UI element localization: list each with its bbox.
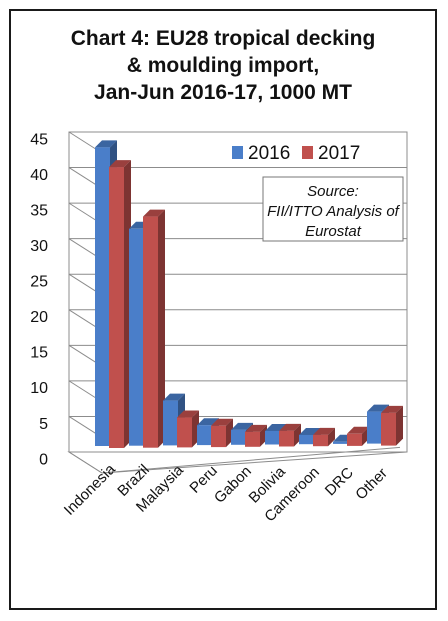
bar-2016-Gabon <box>231 429 246 445</box>
y-tick-label: 5 <box>39 416 48 433</box>
bar-side-2017-Brazil <box>158 209 165 448</box>
y-tick-label: 15 <box>30 345 48 362</box>
bar-2017-Gabon <box>245 431 260 447</box>
bar-2016-Brazil <box>129 228 144 446</box>
bar-2017-DRC <box>347 433 362 446</box>
x-axis-line <box>101 446 401 474</box>
y-tick-label: 30 <box>30 238 48 255</box>
bar-side-2017-Other <box>396 405 403 446</box>
legend-swatch-2017 <box>302 146 313 159</box>
y-tick-label: 35 <box>30 202 48 219</box>
bar-top-2017-Cameroon <box>313 427 335 435</box>
bar-2017-Peru <box>211 425 226 448</box>
bar-2016-Other <box>367 411 382 444</box>
y-tick-label: 25 <box>30 274 48 291</box>
legend-label-2017: 2017 <box>318 143 360 164</box>
source-annotation-line: Source: <box>307 183 359 200</box>
y-tick-label: 20 <box>30 309 48 326</box>
source-annotation-line: Eurostat <box>305 223 362 240</box>
bar-top-2017-Bolivia <box>279 423 301 431</box>
y-tick-label: 0 <box>39 451 48 468</box>
chart-title-line-2: & moulding import, <box>126 54 320 77</box>
bar-top-2017-DRC <box>347 426 369 434</box>
chart-title-line-3: Jan-Jun 2016-17, 1000 MT <box>94 81 352 104</box>
legend-swatch-2016 <box>232 146 243 159</box>
y-tick-label: 45 <box>30 131 48 148</box>
bar-2016-Peru <box>197 425 212 446</box>
bar-2017-Cameroon <box>313 434 328 447</box>
x-tick-label-gabon: Gabon <box>211 463 255 507</box>
bar-top-2016-Other <box>367 404 389 412</box>
source-annotation-line: FII/ITTO Analysis of <box>267 203 401 220</box>
bar-2016-Indonesia <box>95 147 110 447</box>
bar-2016-Bolivia <box>265 430 280 445</box>
bar-2016-Malaysia <box>163 400 178 446</box>
x-tick-label-drc: DRC <box>322 464 357 499</box>
y-tick-label: 10 <box>30 380 48 397</box>
bar-top-2017-Brazil <box>143 209 165 217</box>
x-tick-label-other: Other <box>352 465 391 504</box>
bar-2017-Indonesia <box>109 167 124 448</box>
x-tick-label-indonesia: Indonesia <box>61 460 119 518</box>
bar-top-2017-Indonesia <box>109 160 131 168</box>
bar-top-2016-Gabon <box>231 422 253 430</box>
bar-top-2016-Indonesia <box>95 140 117 148</box>
legend-label-2016: 2016 <box>248 143 290 164</box>
bar-2017-Brazil <box>143 216 158 448</box>
bar-top-2017-Peru <box>211 418 233 426</box>
bar-2017-Malaysia <box>177 417 192 448</box>
bar-top-2017-Other <box>381 405 403 413</box>
bar-top-2017-Gabon <box>245 424 267 432</box>
bar-2016-Cameroon <box>299 434 314 445</box>
source-annotation-box <box>262 176 404 242</box>
bar-2017-Other <box>381 412 396 446</box>
chart-title: Chart 4: EU28 tropical decking & mouldin… <box>11 25 435 106</box>
y-tick-label: 40 <box>30 167 48 184</box>
chart-title-line-1: Chart 4: EU28 tropical decking <box>70 27 376 50</box>
bar-top-2017-Malaysia <box>177 410 199 418</box>
bar-top-2016-Malaysia <box>163 393 185 401</box>
bar-2017-Bolivia <box>279 430 294 447</box>
bar-side-2017-Cameroon <box>328 427 335 447</box>
chart-floor <box>67 451 408 474</box>
bar-2016-DRC <box>333 441 348 444</box>
